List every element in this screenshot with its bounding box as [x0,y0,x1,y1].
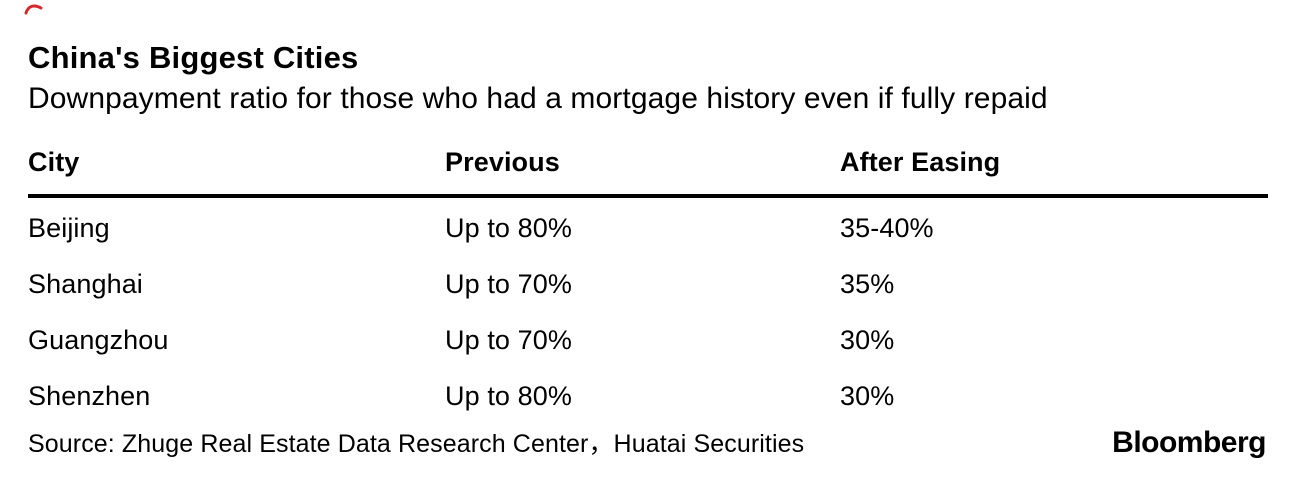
red-annotation-mark [24,4,43,15]
table-row: Shanghai Up to 70% 35% [28,256,1268,312]
page-subtitle: Downpayment ratio for those who had a mo… [28,81,1048,115]
page-title: China's Biggest Cities [28,40,359,75]
cell-previous: Up to 70% [445,269,572,300]
cell-previous: Up to 70% [445,325,572,356]
table-graphic: China's Biggest Cities Downpayment ratio… [28,40,1268,424]
table-header-row: City Previous After Easing [28,147,1268,199]
cell-after-easing: 30% [840,325,895,356]
cell-city: Shenzhen [28,381,151,412]
cell-city: Shanghai [28,269,143,300]
cell-after-easing: 30% [840,381,895,412]
column-header-after-easing: After Easing [840,147,1268,199]
table-row: Guangzhou Up to 70% 30% [28,312,1268,368]
column-header-previous: Previous [445,147,840,199]
footer: Source: Zhuge Real Estate Data Research … [28,424,1266,460]
table-row: Beijing Up to 80% 35-40% [28,196,1268,256]
column-header-city: City [28,147,445,199]
cell-after-easing: 35-40% [840,213,934,244]
cell-city: Guangzhou [28,325,169,356]
table-row: Shenzhen Up to 80% 30% [28,368,1268,424]
source-note: Source: Zhuge Real Estate Data Research … [28,430,805,458]
cell-after-easing: 35% [840,269,895,300]
cell-previous: Up to 80% [445,381,572,412]
downpayment-table: City Previous After Easing Beijing Up to… [28,147,1268,424]
bloomberg-logo: Bloomberg [1112,426,1266,459]
cell-city: Beijing [28,213,110,244]
cell-previous: Up to 80% [445,213,572,244]
